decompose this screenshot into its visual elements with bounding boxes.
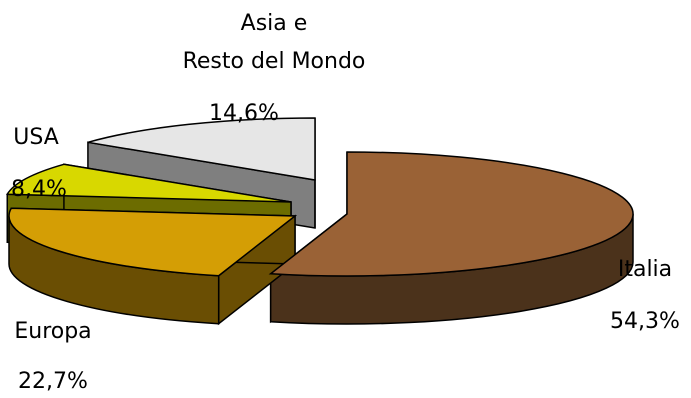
pie-slice-usa: [5, 163, 292, 203]
slice-label-usa: USA: [13, 125, 59, 150]
slice-label-asia: Asia e Resto del Mondo: [164, 10, 384, 76]
slice-label-italia: Italia: [617, 257, 673, 282]
slice-value-asia: 14,6%: [209, 101, 279, 126]
slice-label-asia-line-1: Asia e: [240, 11, 308, 36]
slice-label-europa: Europa: [14, 319, 92, 344]
pie-slice-europa: [8, 207, 298, 277]
pie-slice-asia: [87, 117, 316, 181]
pie-slice-tops: [5, 117, 634, 277]
slice-value-italia: 54,3%: [610, 309, 680, 334]
slice-value-usa: 8,4%: [11, 177, 67, 202]
slice-value-europa: 22,7%: [18, 369, 88, 394]
slice-label-asia-line-2: Resto del Mondo: [182, 49, 366, 74]
pie-slice-italia: [268, 151, 634, 277]
